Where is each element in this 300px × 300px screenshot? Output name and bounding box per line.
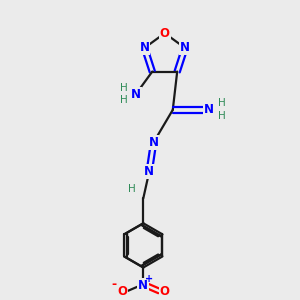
Text: N: N [131,88,141,101]
Text: N: N [140,41,150,54]
Text: O: O [160,284,170,298]
Text: H: H [120,83,127,93]
Text: N: N [144,165,154,178]
Text: N: N [180,41,190,54]
Text: O: O [160,27,170,40]
Text: N: N [204,103,214,116]
Text: N: N [148,136,159,149]
Text: -: - [111,278,116,291]
Text: H: H [120,95,127,105]
Text: O: O [117,284,127,298]
Text: +: + [145,274,153,284]
Text: N: N [138,279,148,292]
Text: H: H [128,184,136,194]
Text: H: H [218,98,226,108]
Text: H: H [218,111,226,122]
